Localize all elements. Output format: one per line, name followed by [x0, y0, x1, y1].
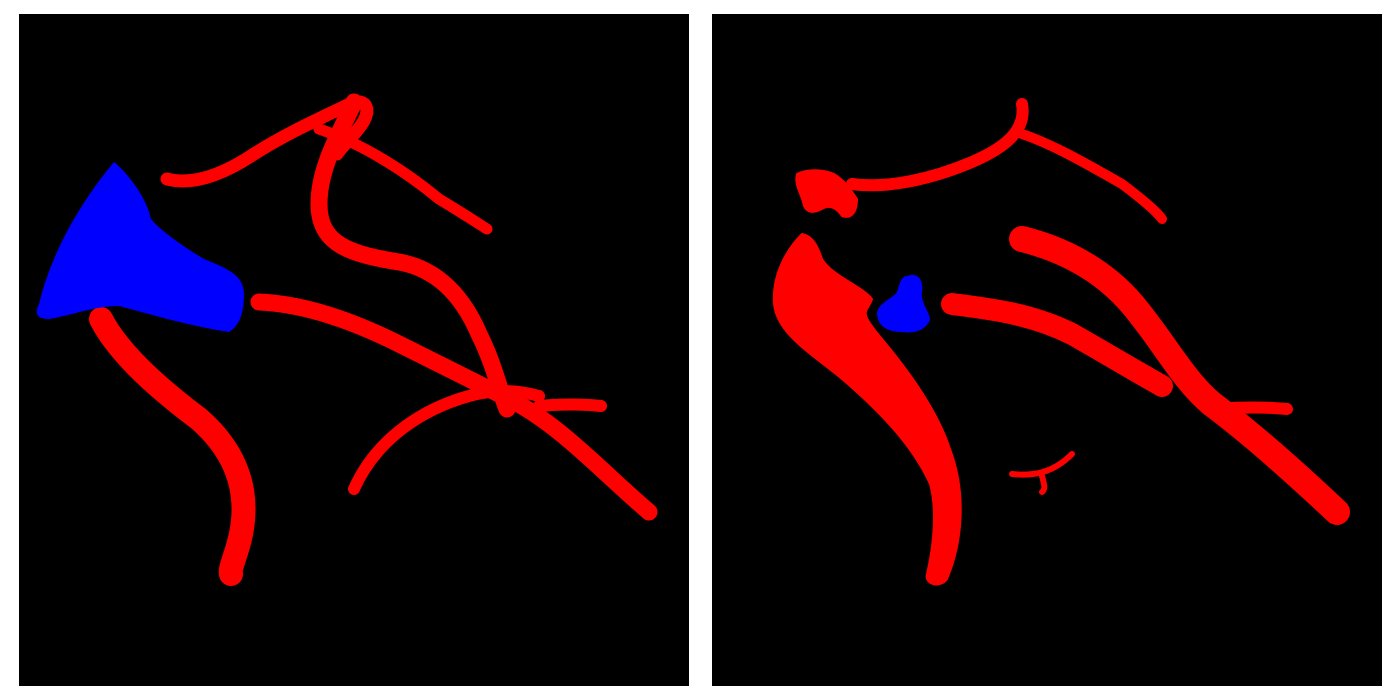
vessel-small-fragment: [1009, 451, 1075, 495]
segmentation-mask-left: [36, 93, 658, 586]
vessel-left-thick: [772, 233, 962, 586]
vessel-s-curve: [310, 93, 516, 418]
segmentation-mask-right: [772, 98, 1350, 586]
vessel-left-descend: [89, 307, 256, 586]
vessel-top-arch: [846, 98, 1029, 192]
region-blue-left: [36, 162, 244, 332]
region-blue-right: [877, 274, 930, 333]
segmentation-panel-right: [712, 14, 1382, 686]
vessel-middle-trunk: [941, 293, 1173, 397]
vessel-right-branch: [313, 123, 493, 235]
vessel-top-right-branch: [1017, 129, 1167, 224]
vessel-lower-curve: [348, 385, 545, 495]
vessel-top-left-blob: [795, 169, 858, 218]
segmentation-panel-left: [19, 14, 689, 686]
vessel-right-long: [1009, 226, 1350, 525]
vessel-right-spur: [533, 398, 607, 412]
vessel-middle-trunk: [250, 293, 658, 521]
vessel-top-arch: [160, 95, 374, 188]
vessel-right-spur: [1206, 401, 1293, 415]
